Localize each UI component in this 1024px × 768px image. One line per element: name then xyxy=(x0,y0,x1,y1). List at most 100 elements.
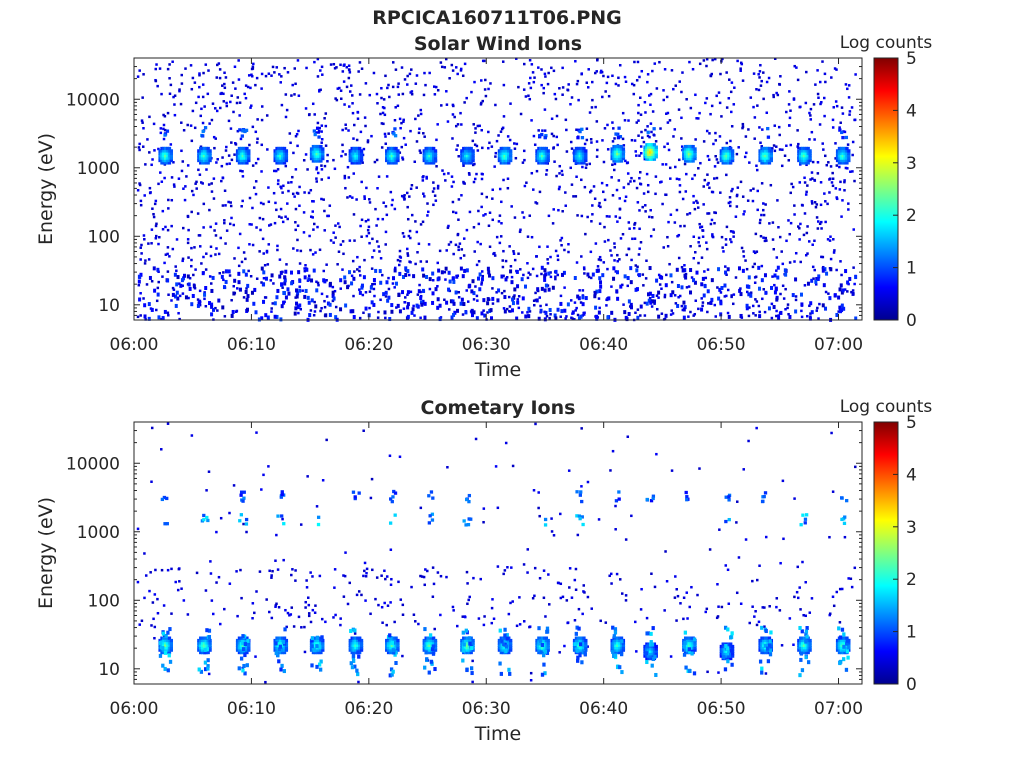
data-cell xyxy=(565,150,569,153)
data-cell xyxy=(311,253,315,256)
data-cell xyxy=(678,190,682,194)
data-cell xyxy=(685,159,690,163)
data-cell xyxy=(386,646,391,650)
data-cell xyxy=(417,242,421,246)
data-cell xyxy=(265,598,268,601)
data-cell xyxy=(274,169,278,173)
data-cell xyxy=(318,90,321,93)
data-cell xyxy=(598,201,601,205)
data-cell xyxy=(317,638,321,643)
data-cell xyxy=(760,213,763,217)
data-cell xyxy=(202,156,207,160)
data-cell xyxy=(162,154,166,158)
data-cell xyxy=(702,185,705,188)
data-cell xyxy=(491,302,495,305)
data-cell xyxy=(399,256,403,259)
data-cell xyxy=(426,650,430,655)
data-cell xyxy=(509,154,513,158)
data-cell xyxy=(518,596,521,599)
data-cell xyxy=(614,504,617,508)
data-cell xyxy=(732,302,735,306)
data-cell xyxy=(815,309,819,312)
data-cell xyxy=(509,641,513,645)
data-cell xyxy=(727,156,731,160)
data-cell xyxy=(670,469,674,472)
data-cell xyxy=(295,191,299,195)
data-cell xyxy=(567,250,570,254)
data-cell xyxy=(388,633,392,638)
data-cell xyxy=(406,314,410,319)
data-cell xyxy=(164,156,168,160)
data-cell xyxy=(209,254,213,258)
data-cell xyxy=(476,240,479,244)
data-cell xyxy=(580,648,584,652)
data-cell xyxy=(237,149,242,153)
data-cell xyxy=(332,62,336,66)
data-cell xyxy=(161,663,165,668)
data-cell xyxy=(652,649,657,653)
data-cell xyxy=(388,146,393,151)
data-cell xyxy=(275,151,279,155)
data-cell xyxy=(824,80,827,84)
data-cell xyxy=(210,282,213,285)
data-cell xyxy=(319,641,323,645)
data-cell xyxy=(539,636,543,640)
data-cell xyxy=(438,317,442,322)
data-cell xyxy=(654,652,658,656)
data-cell xyxy=(631,237,634,241)
data-cell xyxy=(462,151,466,155)
data-cell xyxy=(250,290,254,295)
data-cell xyxy=(497,288,501,293)
data-cell xyxy=(669,177,672,180)
data-cell xyxy=(339,243,343,246)
data-cell xyxy=(617,648,622,652)
data-cell xyxy=(540,672,545,677)
data-cell xyxy=(344,303,348,308)
data-cell xyxy=(632,92,636,96)
data-cell xyxy=(556,258,560,262)
data-cell xyxy=(728,78,731,81)
data-cell xyxy=(507,154,511,158)
data-cell xyxy=(818,123,822,126)
data-cell xyxy=(311,216,314,219)
data-cell xyxy=(837,158,842,163)
data-cell xyxy=(793,595,796,599)
data-cell xyxy=(478,124,481,128)
data-cell xyxy=(282,154,287,158)
data-cell xyxy=(640,587,643,591)
data-cell xyxy=(535,641,539,645)
data-cell xyxy=(282,149,287,153)
data-cell xyxy=(168,659,173,664)
data-cell xyxy=(246,85,250,89)
data-cell xyxy=(186,241,190,245)
data-cell xyxy=(396,643,400,647)
data-cell xyxy=(401,156,404,159)
data-cell xyxy=(682,315,686,320)
data-cell xyxy=(545,650,550,655)
data-cell xyxy=(538,190,542,194)
data-cell xyxy=(366,228,370,232)
data-cell xyxy=(650,663,654,668)
data-cell xyxy=(167,648,172,652)
data-cell xyxy=(376,187,379,190)
data-cell xyxy=(542,151,547,155)
data-cell xyxy=(470,313,474,318)
data-cell xyxy=(388,454,392,458)
data-cell xyxy=(832,106,835,109)
data-cell xyxy=(393,266,397,270)
data-cell xyxy=(362,311,365,315)
data-cell xyxy=(315,177,318,180)
data-cell xyxy=(723,154,727,158)
data-cell xyxy=(570,147,574,150)
data-cell xyxy=(724,265,727,268)
data-cell xyxy=(350,641,354,645)
data-cell xyxy=(247,74,251,77)
data-cell xyxy=(143,552,146,555)
data-cell xyxy=(496,298,500,303)
data-cell xyxy=(476,276,480,281)
data-cell xyxy=(315,641,319,645)
data-cell xyxy=(501,60,505,63)
data-cell xyxy=(386,156,391,160)
data-cell xyxy=(685,156,690,161)
data-cell xyxy=(599,205,602,209)
